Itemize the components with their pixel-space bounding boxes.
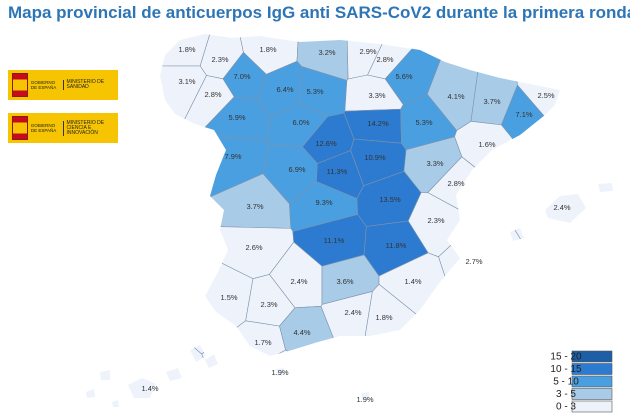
province-label: 3.1% bbox=[178, 77, 195, 86]
province-label: 1.4% bbox=[141, 384, 158, 393]
province-label: 10.9% bbox=[364, 153, 386, 162]
province-label: 2.4% bbox=[290, 277, 307, 286]
province-label: 2.8% bbox=[204, 90, 221, 99]
logo-crown: GOBIERNO DE ESPAÑA bbox=[30, 80, 57, 90]
map-title: Mapa provincial de anticuerpos IgG anti … bbox=[8, 3, 630, 22]
province-label: 7.0% bbox=[233, 72, 250, 81]
province-label: 1.9% bbox=[271, 368, 288, 377]
province-label: 11.3% bbox=[327, 167, 348, 176]
province-label: 5.9% bbox=[228, 113, 245, 122]
province-label: 6.9% bbox=[288, 165, 305, 174]
province-label: 7.9% bbox=[224, 152, 241, 161]
province-label: 14.2% bbox=[367, 119, 389, 128]
province bbox=[86, 214, 220, 407]
province-label: 2.8% bbox=[447, 179, 464, 188]
logo: GOBIERNO DE ESPAÑA MINISTERIO DE CIENCIA… bbox=[8, 113, 118, 143]
legend-label: 10 - 15 bbox=[550, 364, 582, 375]
province-label: 13.5% bbox=[379, 195, 401, 204]
province bbox=[312, 355, 530, 407]
province-label: 5.3% bbox=[415, 118, 432, 127]
legend-label: 15 - 20 bbox=[550, 352, 582, 363]
province-label: 5.6% bbox=[395, 72, 412, 81]
province-label: 9.3% bbox=[315, 198, 332, 207]
legend-swatch bbox=[571, 400, 613, 413]
legend-label: 5 - 10 bbox=[553, 377, 579, 388]
logo-crown: GOBIERNO DE ESPAÑA bbox=[30, 123, 57, 133]
province-label: 2.3% bbox=[260, 300, 277, 309]
province-label: 2.5% bbox=[537, 91, 554, 100]
province-label: 4.1% bbox=[447, 92, 464, 101]
province-label: 2.3% bbox=[427, 216, 444, 225]
province-label: 3.3% bbox=[426, 159, 443, 168]
province-label: 3.6% bbox=[336, 277, 353, 286]
province-label: 1.9% bbox=[356, 395, 373, 404]
province-label: 3.3% bbox=[368, 91, 385, 100]
province-label: 4.4% bbox=[293, 328, 310, 337]
province-label: 1.8% bbox=[375, 313, 392, 322]
province-label: 1.4% bbox=[404, 277, 421, 286]
logo: GOBIERNO DE ESPAÑA MINISTERIO DE SANIDAD bbox=[8, 70, 118, 100]
province-label: 6.4% bbox=[276, 85, 293, 94]
province-label: 2.4% bbox=[553, 203, 570, 212]
province-label: 3.2% bbox=[318, 48, 335, 57]
province-label: 2.9% bbox=[359, 47, 376, 56]
legend-label: 0 - 3 bbox=[556, 402, 576, 413]
legend-swatch bbox=[571, 388, 613, 400]
crest bbox=[12, 116, 28, 140]
province-label: 11.1% bbox=[324, 236, 345, 245]
province-label: 7.1% bbox=[515, 110, 532, 119]
province-label: 1.8% bbox=[259, 45, 276, 54]
legend-swatch bbox=[571, 363, 613, 375]
province bbox=[504, 140, 613, 407]
province-label: 2.8% bbox=[376, 55, 393, 64]
province-label: 1.7% bbox=[254, 338, 271, 347]
logo-ministry: MINISTERIO DE SANIDAD bbox=[62, 80, 118, 90]
province-labels: 1.8%2.3%3.1%2.8%1.8%7.0%3.2% 2.9%2.8%5.6%… bbox=[141, 45, 570, 404]
province bbox=[86, 65, 207, 221]
legend-swatch bbox=[571, 350, 613, 363]
province-label: 6.0% bbox=[292, 118, 309, 127]
crest bbox=[12, 73, 28, 97]
province-label: 1.6% bbox=[478, 140, 495, 149]
province-label: 5.3% bbox=[306, 87, 323, 96]
province-label: 1.8% bbox=[178, 45, 195, 54]
province bbox=[215, 349, 328, 407]
province-label: 12.6% bbox=[315, 139, 337, 148]
province-label: 2.3% bbox=[211, 55, 228, 64]
province bbox=[86, 34, 221, 67]
legend-label: 3 - 5 bbox=[556, 389, 576, 400]
province-label: 2.4% bbox=[344, 308, 361, 317]
province bbox=[86, 222, 254, 355]
province-label: 2.6% bbox=[245, 243, 262, 252]
province bbox=[201, 320, 286, 390]
province-label: 3.7% bbox=[483, 97, 500, 106]
province-label: 2.7% bbox=[465, 257, 482, 266]
province-label: 1.5% bbox=[220, 293, 237, 302]
logo-ministry: MINISTERIO DE CIENCIA E INNOVACIÓN bbox=[62, 120, 118, 136]
province-label: 3.7% bbox=[246, 202, 263, 211]
province-label: 11.8% bbox=[386, 241, 407, 250]
legend-swatch bbox=[571, 375, 613, 388]
